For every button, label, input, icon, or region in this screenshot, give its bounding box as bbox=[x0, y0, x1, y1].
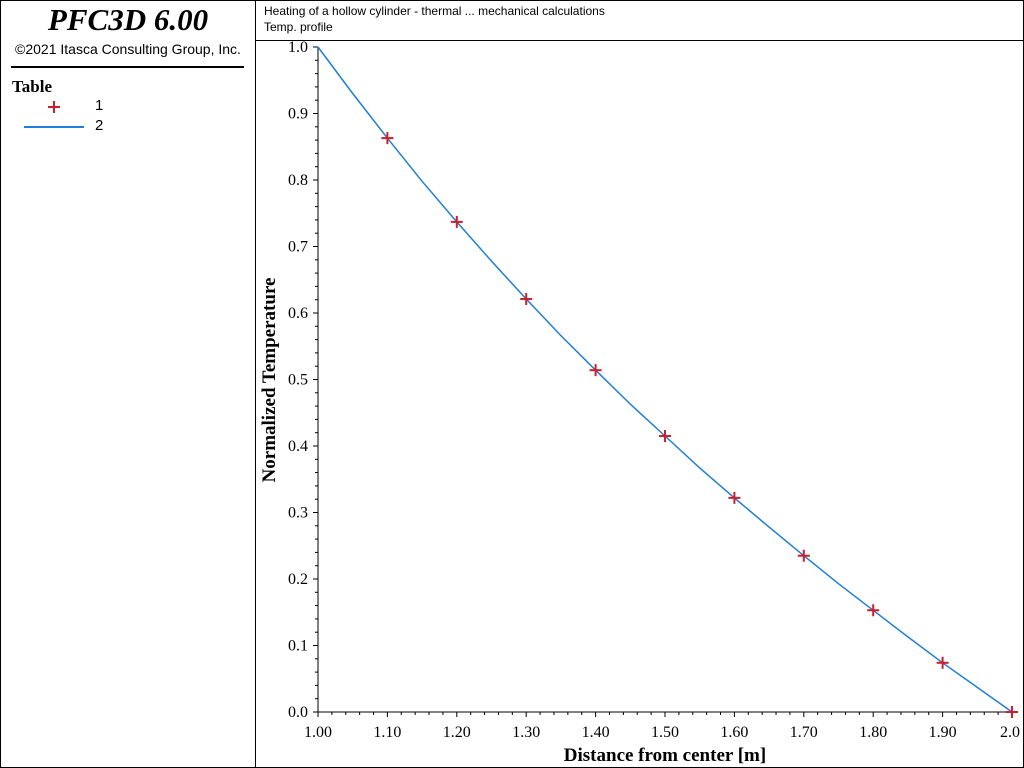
series-1-point bbox=[936, 656, 949, 669]
series-1-point bbox=[797, 549, 810, 562]
y-tick-label: 0.8 bbox=[288, 172, 308, 189]
x-tick-label: 1.00 bbox=[304, 724, 332, 741]
y-axis-ticks: 0.0 0.1 0.2 0.3 0.4 0.5 0.6 0.7 0.8 0.9 1.0 bbox=[288, 39, 318, 721]
x-axis-ticks: 1.00 1.10 1.20 1.30 1.40 1.50 1.60 1.70 1.80 1.90… bbox=[304, 712, 1020, 741]
y-tick-label: 0.0 bbox=[288, 704, 308, 721]
legend-label-1: 1 bbox=[95, 97, 104, 114]
legend-label-2: 2 bbox=[95, 117, 104, 134]
series-1-point bbox=[1006, 706, 1018, 718]
x-axis-label: Distance from center [m] bbox=[564, 745, 766, 766]
x-tick-label: 1.70 bbox=[790, 724, 818, 741]
plot-title: Heating of a hollow cylinder - thermal .… bbox=[264, 4, 605, 18]
y-tick-label: 0.5 bbox=[288, 372, 308, 389]
y-tick-label: 0.1 bbox=[288, 638, 308, 655]
y-tick-label: 0.4 bbox=[288, 438, 308, 455]
legend-title: Table bbox=[12, 77, 53, 96]
y-tick-label: 0.7 bbox=[288, 239, 308, 256]
x-tick-label: 1.20 bbox=[443, 724, 471, 741]
series-1-point bbox=[381, 132, 394, 145]
series-1-point bbox=[728, 491, 741, 504]
x-tick-label: 1.40 bbox=[582, 724, 610, 741]
series-1-point bbox=[450, 215, 463, 228]
y-tick-label: 0.6 bbox=[288, 305, 308, 322]
legend-panel: PFC3D 6.00 ©2021 Itasca Consulting Group… bbox=[0, 0, 256, 768]
series-2-line bbox=[317, 46, 1013, 713]
plot-subtitle: Temp. profile bbox=[264, 20, 333, 34]
x-tick-label: 1.90 bbox=[929, 724, 957, 741]
legend-symbols bbox=[24, 101, 84, 128]
x-tick-label: 1.10 bbox=[373, 724, 401, 741]
axes bbox=[317, 47, 1012, 713]
series-1-point bbox=[867, 604, 880, 617]
y-tick-label: 1.0 bbox=[288, 39, 308, 56]
x-tick-label: 1.80 bbox=[859, 724, 887, 741]
legend-cross-mark bbox=[48, 101, 60, 113]
series-2-path bbox=[317, 46, 1013, 713]
legend-marker-cross bbox=[48, 101, 60, 113]
y-tick-label: 0.3 bbox=[288, 505, 308, 522]
series-1-point bbox=[659, 430, 671, 443]
app-title: PFC3D 6.00 bbox=[47, 2, 209, 37]
y-tick-label: 0.2 bbox=[288, 571, 308, 588]
series-1-markers bbox=[381, 132, 1018, 718]
x-tick-label: 1.60 bbox=[720, 724, 748, 741]
y-axis-label: Normalized Temperature bbox=[259, 278, 280, 483]
series-1-point bbox=[589, 364, 602, 377]
legend-divider bbox=[11, 66, 244, 68]
x-tick-label: 1.50 bbox=[651, 724, 679, 741]
y-tick-label: 0.9 bbox=[288, 106, 308, 123]
plot-header: Heating of a hollow cylinder - thermal .… bbox=[256, 0, 1024, 41]
x-tick-label: 2.0 bbox=[1000, 724, 1020, 741]
series-1-point bbox=[520, 293, 533, 306]
copyright-text: ©2021 Itasca Consulting Group, Inc. bbox=[15, 41, 241, 57]
x-tick-label: 1.30 bbox=[512, 724, 540, 741]
